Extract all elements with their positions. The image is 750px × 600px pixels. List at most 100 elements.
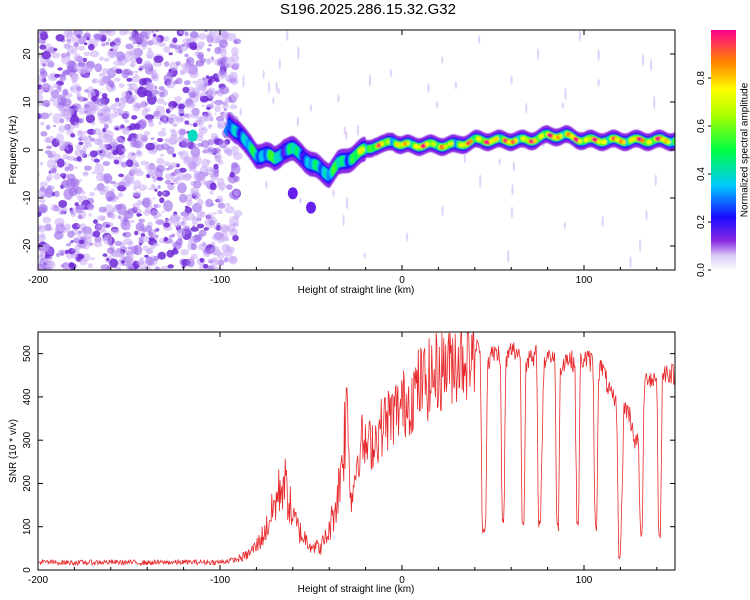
noise-blob (213, 113, 217, 115)
noise-blob (206, 32, 215, 43)
noise-blob (211, 58, 215, 63)
noise-blob (214, 47, 222, 55)
spectrogram-xtick-label: -100 (210, 275, 230, 286)
noise-blob (126, 77, 133, 82)
noise-blob (120, 124, 125, 129)
noise-blob (103, 123, 109, 129)
noise-blob (45, 136, 50, 142)
snr-xtick-label: -200 (28, 575, 48, 586)
ridge-mark (586, 136, 591, 141)
noise-blob (74, 202, 79, 207)
noise-blob (133, 123, 141, 130)
snr-panel: -200 -100 0 100 0 100 200 300 400 500 Height of … (8, 331, 676, 595)
noise-speck (629, 256, 632, 269)
noise-blob (90, 204, 94, 207)
noise-blob (160, 153, 165, 157)
noise-blob (102, 128, 106, 133)
ridge-mark (459, 142, 465, 148)
noise-blob (72, 248, 76, 251)
noise-blob (85, 142, 93, 148)
noise-blob (163, 200, 173, 212)
noise-blob (134, 230, 139, 236)
noise-blob (126, 83, 133, 87)
noise-blob (189, 31, 199, 39)
spectrogram-ylabel: Frequency (Hz) (8, 116, 19, 185)
noise-blob (205, 198, 214, 208)
noise-blob (136, 259, 145, 266)
spectrogram-x-ticks: -200 -100 0 100 (28, 30, 658, 286)
noise-blob (133, 186, 138, 191)
noise-blob (98, 206, 107, 213)
noise-speck (435, 100, 439, 109)
noise-blob (112, 72, 117, 76)
noise-blob (181, 138, 191, 149)
noise-blob (206, 87, 217, 99)
noise-blob (80, 195, 88, 201)
noise-blob (108, 242, 114, 246)
noise-blob (56, 158, 65, 168)
noise-blob (130, 47, 141, 59)
noise-blob (206, 159, 211, 164)
noise-blob (43, 225, 48, 230)
noise-blob (78, 141, 84, 146)
noise-blob (176, 228, 186, 239)
noise-blob (40, 244, 50, 252)
noise-blob (163, 236, 168, 242)
noise-blob (213, 225, 217, 230)
noise-blob (71, 253, 79, 259)
noise-blob (89, 150, 98, 158)
noise-blob (134, 73, 139, 77)
noise-blob (101, 117, 108, 123)
noise-blob (211, 56, 214, 60)
ridge-mark (494, 136, 500, 141)
noise-blob (131, 96, 135, 100)
noise-blob (167, 117, 174, 124)
noise-speck (275, 81, 278, 93)
noise-blob (93, 158, 100, 163)
ridge-mark (539, 133, 545, 138)
noise-blob (129, 63, 134, 67)
noise-blob (121, 91, 130, 98)
noise-blob (60, 173, 64, 176)
noise-blob (89, 137, 96, 142)
noise-blob (161, 36, 170, 42)
noise-blob (106, 257, 110, 262)
noise-blob (94, 63, 103, 73)
noise-speck (405, 232, 409, 242)
noise-blob (76, 86, 82, 92)
noise-blob (53, 172, 61, 180)
noise-blob (74, 166, 78, 169)
noise-blob (138, 218, 145, 223)
noise-blob (120, 260, 125, 264)
colorbar-label: Normalized spectral amplitude (740, 82, 750, 217)
noise-blob (199, 257, 205, 263)
noise-blob (225, 202, 231, 206)
noise-blob (99, 56, 104, 61)
noise-blob (142, 235, 149, 243)
noise-blob (67, 41, 72, 45)
heatmap-layer (38, 30, 675, 270)
spectrogram-ytick-label: 10 (22, 96, 33, 108)
noise-blob (67, 230, 75, 238)
noise-blob (93, 127, 102, 135)
noise-blob (214, 99, 224, 106)
colorbar: 0.0 0.2 0.4 0.6 0.8 Normalized spectral ampl… (696, 30, 750, 277)
snr-ylabel: SNR (10 * v/v) (8, 419, 19, 483)
noise-blob (185, 101, 195, 109)
noise-blob (180, 117, 185, 122)
ridge-mark (443, 143, 449, 149)
snr-ytick-label: 200 (22, 475, 33, 492)
noise-speck (272, 97, 275, 105)
noise-blob (209, 190, 214, 195)
noise-blob (190, 236, 196, 242)
noise-blob (202, 77, 206, 81)
noise-blob (212, 257, 218, 263)
noise-blob (127, 208, 136, 215)
noise-blob (78, 36, 86, 45)
noise-speck (296, 116, 300, 127)
colorbar-tick-label: 0.6 (696, 119, 707, 133)
noise-blob (91, 105, 100, 112)
colorbar-ticks: 0.0 0.2 0.4 0.6 0.8 (696, 71, 711, 277)
noise-blob (46, 145, 52, 150)
spectrogram-ytick-label: 0 (22, 147, 33, 153)
